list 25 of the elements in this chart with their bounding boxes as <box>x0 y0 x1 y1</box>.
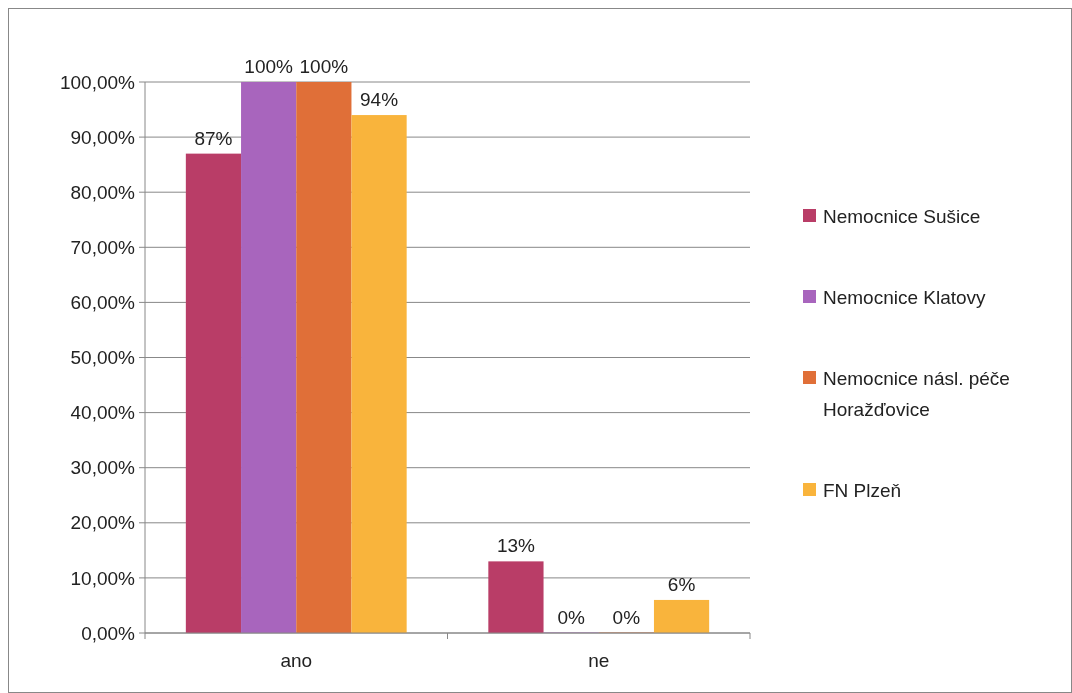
data-label: 6% <box>667 573 696 595</box>
y-tick-label: 30,00% <box>70 457 136 479</box>
y-tick-label: 40,00% <box>70 402 136 424</box>
legend-label: Nemocnice Klatovy <box>823 286 987 308</box>
data-label: 13% <box>496 535 536 557</box>
y-tick-label: 10,00% <box>70 567 136 589</box>
y-tick-label: 50,00% <box>70 347 136 369</box>
data-label: 94% <box>360 89 399 111</box>
y-tick-label: 80,00% <box>70 181 136 203</box>
legend-label: Nemocnice násl. péče Horažďovice <box>823 367 1010 420</box>
y-tick-label: 0,00% <box>81 622 136 644</box>
legend-label: FN Plzeň <box>823 479 902 501</box>
y-tick-label: 90,00% <box>70 126 136 148</box>
y-tick-label: 60,00% <box>70 292 136 314</box>
data-label: 100% <box>244 56 294 77</box>
data-label: 87% <box>194 127 233 149</box>
x-tick-label: ano <box>280 650 313 671</box>
data-label: 0% <box>557 607 585 628</box>
legend-label: Nemocnice Sušice <box>823 205 981 227</box>
data-label: 100% <box>299 56 349 77</box>
y-tick-label: 100,00% <box>59 71 136 93</box>
x-tick-label: ne <box>588 650 610 671</box>
data-label: 0% <box>612 607 641 628</box>
y-tick-label: 20,00% <box>70 512 136 534</box>
y-tick-label: 70,00% <box>70 236 136 258</box>
